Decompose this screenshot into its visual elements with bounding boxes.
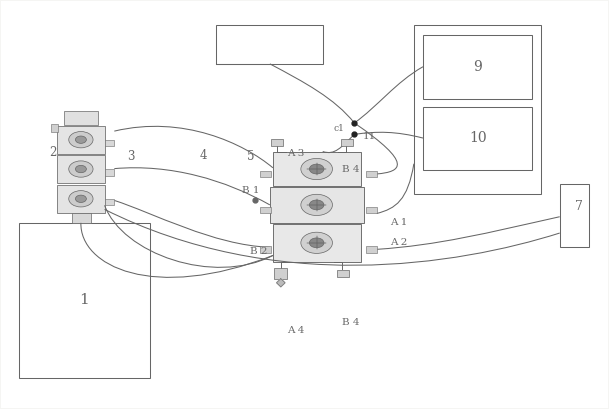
Circle shape — [301, 194, 333, 216]
Circle shape — [69, 161, 93, 177]
Bar — [366, 207, 377, 213]
Text: 9: 9 — [473, 60, 482, 74]
Bar — [337, 270, 350, 277]
Bar — [366, 171, 377, 177]
Bar — [57, 155, 105, 183]
Bar — [560, 184, 589, 247]
Text: B 4: B 4 — [342, 318, 360, 327]
Bar — [19, 223, 150, 378]
Bar — [260, 171, 271, 177]
Text: 3: 3 — [127, 151, 135, 164]
Circle shape — [76, 136, 86, 144]
Bar — [366, 246, 377, 253]
Bar — [105, 169, 114, 175]
Bar — [270, 187, 364, 223]
Text: A 4: A 4 — [287, 326, 305, 335]
Text: B 1: B 1 — [242, 186, 259, 195]
Text: 1: 1 — [79, 293, 89, 307]
Text: A 3: A 3 — [287, 149, 305, 158]
Text: 5: 5 — [247, 150, 255, 163]
Bar — [105, 199, 114, 205]
Circle shape — [301, 158, 333, 180]
Text: 7: 7 — [576, 200, 583, 213]
Circle shape — [76, 195, 86, 202]
Polygon shape — [276, 279, 285, 287]
Text: B 2: B 2 — [250, 247, 267, 256]
Bar — [414, 25, 541, 194]
Bar — [260, 207, 271, 213]
Text: 11: 11 — [363, 132, 376, 141]
Text: B 4: B 4 — [342, 165, 360, 174]
Circle shape — [309, 164, 324, 174]
Text: A 1: A 1 — [390, 218, 407, 227]
Text: A 2: A 2 — [390, 238, 407, 247]
Text: 4: 4 — [200, 149, 208, 162]
Bar — [65, 111, 98, 125]
Circle shape — [301, 232, 333, 254]
Bar — [72, 213, 91, 223]
Circle shape — [309, 200, 324, 210]
Bar — [423, 107, 532, 170]
Bar — [57, 126, 105, 153]
Bar — [273, 151, 361, 186]
Bar — [341, 139, 353, 146]
Text: c1: c1 — [333, 124, 344, 133]
Circle shape — [309, 238, 324, 248]
Text: 10: 10 — [469, 131, 487, 145]
Bar — [260, 246, 271, 253]
Bar — [274, 268, 287, 279]
Bar — [273, 224, 361, 262]
Circle shape — [69, 191, 93, 207]
Bar — [216, 25, 323, 64]
Bar — [57, 185, 105, 213]
Bar — [271, 139, 283, 146]
Circle shape — [76, 165, 86, 173]
Bar — [51, 124, 58, 132]
Text: 2: 2 — [49, 146, 56, 160]
Bar — [423, 35, 532, 99]
Bar — [105, 140, 114, 146]
Circle shape — [69, 132, 93, 148]
